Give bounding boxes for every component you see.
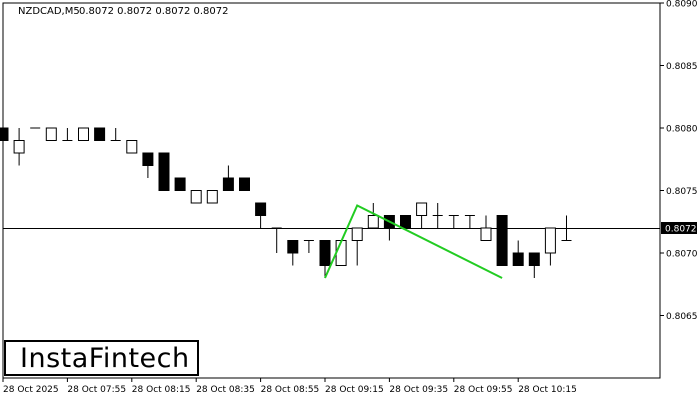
candle-body <box>496 215 508 266</box>
candle-body <box>78 127 89 141</box>
x-tick-label: 28 Oct 08:15 <box>132 385 191 395</box>
pattern-lines <box>324 204 503 279</box>
instafintech-logo: InstaFintech <box>4 340 199 376</box>
y-tick-label: 0.8065 <box>666 312 698 322</box>
candle-body <box>512 252 524 266</box>
candle-body <box>400 215 411 229</box>
plot-area <box>2 2 661 379</box>
candle-body <box>158 152 170 191</box>
candle-body <box>13 140 25 154</box>
current-price-badge <box>661 222 697 234</box>
candle-body <box>126 140 138 154</box>
x-tick-label: 28 Oct 08:55 <box>261 385 320 395</box>
candle-body <box>367 215 379 229</box>
candle-body <box>416 202 428 216</box>
candle-body <box>544 227 556 254</box>
x-tick-label: 28 Oct 2025 <box>3 385 59 395</box>
x-tick-label: 28 Oct 10:15 <box>518 385 577 395</box>
x-tick-label: 28 Oct 08:35 <box>196 385 255 395</box>
x-tick-label: 28 Oct 09:35 <box>389 385 448 395</box>
candle-body <box>174 177 186 191</box>
chart-symbol: NZDCAD,M5 <box>18 6 80 17</box>
candle-body <box>222 177 234 191</box>
x-tick-label: 28 Oct 07:55 <box>67 385 126 395</box>
candle-body <box>480 227 492 241</box>
current-price-label: 0.8072 <box>665 225 697 235</box>
triangle-pattern-line <box>324 204 503 279</box>
candle-body <box>190 190 202 204</box>
y-tick-label: 0.8090 <box>666 0 698 10</box>
candles <box>0 103 572 278</box>
candle-body <box>0 127 9 141</box>
candle-body <box>239 177 250 191</box>
candle-body <box>528 252 540 266</box>
candle-body <box>206 190 218 204</box>
candle-body <box>351 227 363 241</box>
y-tick-label: 0.8075 <box>666 187 698 197</box>
candle-body <box>335 240 347 266</box>
y-tick-label: 0.8070 <box>666 250 698 260</box>
candle-body <box>287 240 299 254</box>
y-tick-label: 0.8085 <box>666 62 698 72</box>
candle-body <box>142 152 154 166</box>
candle-body <box>319 240 331 266</box>
chart-ohlc: 0.8072 0.8072 0.8072 0.8072 <box>79 6 229 17</box>
x-tick-label: 28 Oct 09:15 <box>325 385 384 395</box>
logo-text: InstaFintech <box>20 343 190 374</box>
candle-body <box>45 127 57 141</box>
candle-body <box>94 127 106 141</box>
y-tick-label: 0.8080 <box>666 125 698 135</box>
x-tick-label: 28 Oct 09:55 <box>454 385 513 395</box>
plot-frame <box>2 2 661 379</box>
candle-body <box>255 202 267 216</box>
